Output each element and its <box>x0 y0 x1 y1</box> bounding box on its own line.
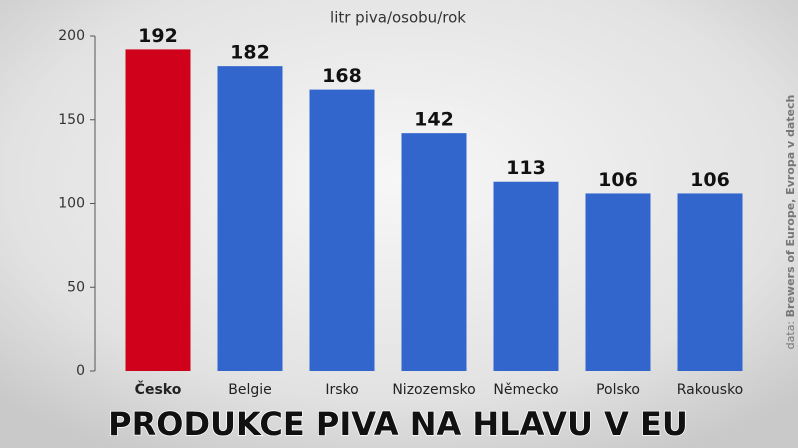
x-tick-label: Belgie <box>228 382 272 398</box>
bar <box>677 193 743 371</box>
chart-title: PRODUKCE PIVA NA HLAVU V EU <box>108 405 688 443</box>
chart-subtitle: litr piva/osobu/rok <box>330 9 466 27</box>
value-label: 106 <box>690 169 730 191</box>
y-tick-label: 0 <box>76 363 85 379</box>
value-label: 168 <box>322 65 362 87</box>
y-tick-label: 150 <box>58 112 85 128</box>
bar <box>309 89 375 371</box>
value-label: 182 <box>230 42 270 64</box>
x-tick-label: Irsko <box>325 382 358 398</box>
value-label: 113 <box>506 157 546 179</box>
bar <box>493 181 559 371</box>
bar <box>585 193 651 371</box>
x-tick-label: Polsko <box>596 382 640 398</box>
y-tick-label: 100 <box>58 196 85 212</box>
value-label: 106 <box>598 169 638 191</box>
bar <box>217 66 283 372</box>
x-tick-label: Česko <box>135 380 182 398</box>
x-tick-label: Německo <box>493 382 558 398</box>
value-label: 192 <box>138 25 178 47</box>
y-tick-label: 50 <box>67 279 85 295</box>
source-label: data: <box>784 321 797 349</box>
x-tick-label: Nizozemsko <box>392 382 475 398</box>
bar <box>401 133 467 371</box>
value-label: 142 <box>414 109 454 131</box>
source-text: Brewers of Europe, Evropa v datech <box>784 95 797 318</box>
source: data: Brewers of Europe, Evropa v datech <box>784 95 797 350</box>
bar <box>125 49 191 372</box>
x-tick-label: Rakousko <box>677 382 744 398</box>
y-tick-label: 200 <box>58 28 85 44</box>
